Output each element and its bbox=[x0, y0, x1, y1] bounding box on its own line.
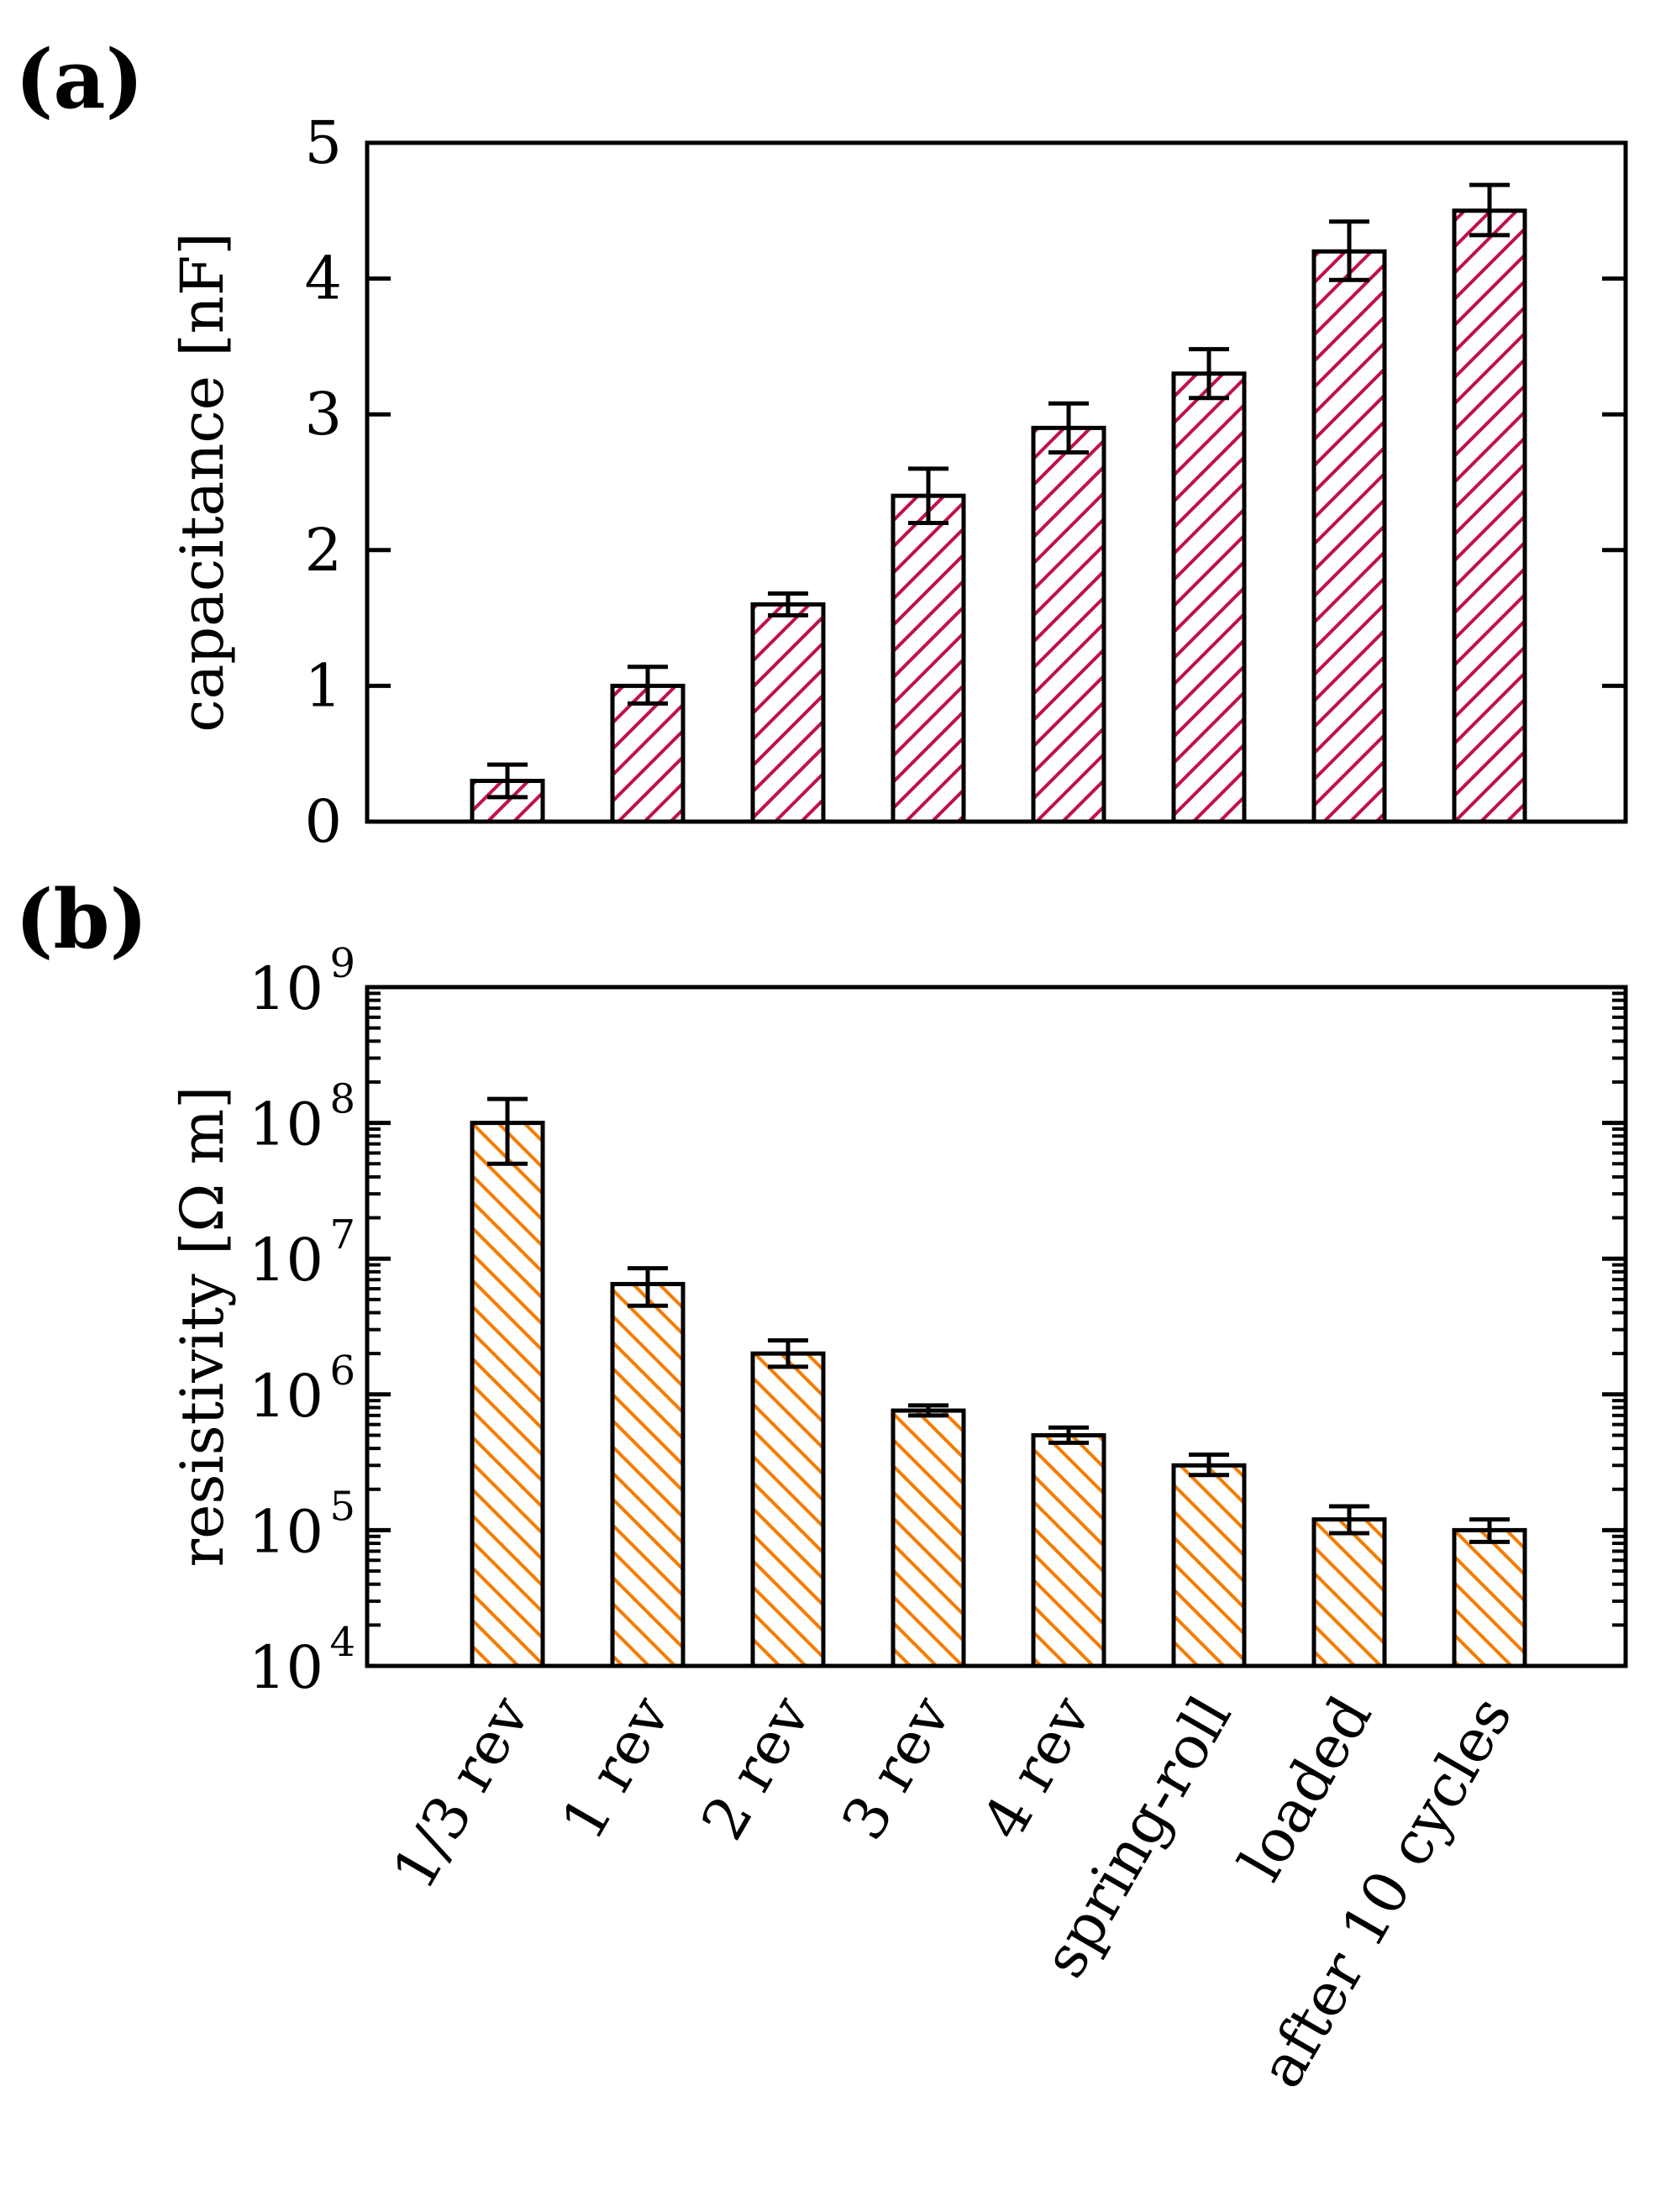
category-label-4: 4 rev bbox=[969, 1684, 1105, 1851]
error-bar-2 bbox=[768, 1337, 808, 1369]
error-bar-0 bbox=[487, 762, 528, 800]
bar-6 bbox=[1311, 249, 1387, 824]
category-labels: 1/3 rev 1 rev 2 rev 3 rev 4 revspring-rolllo… bbox=[379, 1684, 1526, 2099]
error-bar-5 bbox=[1189, 1453, 1229, 1478]
bar-1 bbox=[610, 1281, 686, 1668]
error-bar-1 bbox=[628, 665, 668, 706]
bar-2 bbox=[750, 1351, 826, 1668]
bar-6 bbox=[1311, 1517, 1387, 1668]
bar-7 bbox=[1452, 208, 1527, 824]
category-label-7: after 10 cycles bbox=[1247, 1685, 1526, 2099]
capacitance-chart: 0 1 2 3 4 5 capacitance [nF] bbox=[168, 108, 1628, 856]
panel-a-label: (a) bbox=[15, 32, 144, 127]
resistivity-y-axis-label: resistivity [Ω m] bbox=[168, 1086, 237, 1568]
y-tick-label-3: 3 bbox=[304, 380, 342, 449]
y-tick-label-1: 1 bbox=[304, 651, 342, 720]
category-label-2: 2 rev bbox=[688, 1684, 824, 1851]
bar-1 bbox=[610, 683, 686, 824]
y-tick-exponent-2: 6 bbox=[329, 1348, 355, 1395]
error-bar-1 bbox=[628, 1266, 668, 1308]
y-tick-exponent-1: 5 bbox=[329, 1483, 355, 1530]
y-tick-label-5: 5 bbox=[304, 108, 342, 177]
error-bar-5 bbox=[1189, 347, 1229, 401]
bar-7 bbox=[1452, 1527, 1527, 1668]
error-bar-6 bbox=[1329, 1504, 1369, 1536]
capacitance-y-ticks: 0 1 2 3 4 5 bbox=[304, 108, 1626, 856]
bar-0 bbox=[470, 1121, 545, 1668]
y-tick-label-5: 10 bbox=[249, 954, 323, 1023]
y-tick-exponent-4: 8 bbox=[329, 1076, 355, 1123]
y-tick-exponent-0: 4 bbox=[329, 1619, 355, 1666]
bar-3 bbox=[891, 493, 966, 824]
bar-5 bbox=[1171, 1463, 1247, 1668]
y-tick-exponent-3: 7 bbox=[329, 1211, 355, 1258]
error-bar-6 bbox=[1329, 219, 1369, 282]
y-tick-label-0: 0 bbox=[304, 787, 342, 856]
y-tick-label-4: 4 bbox=[304, 244, 342, 313]
category-label-1: 1 rev bbox=[548, 1684, 684, 1851]
capacitance-marks bbox=[470, 182, 1527, 824]
error-bar-7 bbox=[1469, 182, 1510, 238]
y-tick-label-2: 2 bbox=[304, 516, 342, 585]
y-tick-exponent-5: 9 bbox=[329, 940, 355, 987]
y-tick-label-1: 10 bbox=[249, 1497, 323, 1566]
y-tick-label-2: 10 bbox=[249, 1362, 323, 1431]
category-label-6: loaded bbox=[1226, 1685, 1385, 1893]
y-tick-label-0: 10 bbox=[249, 1633, 323, 1702]
category-label-3: 3 rev bbox=[828, 1684, 964, 1851]
error-bar-7 bbox=[1469, 1517, 1510, 1544]
error-bar-4 bbox=[1048, 1425, 1089, 1445]
error-bar-3 bbox=[908, 466, 948, 525]
y-tick-label-4: 10 bbox=[249, 1090, 323, 1159]
y-tick-label-3: 10 bbox=[249, 1226, 323, 1295]
bar-4 bbox=[1031, 1432, 1106, 1668]
capacitance-y-axis-label: capacitance [nF] bbox=[168, 232, 237, 732]
error-bar-2 bbox=[768, 591, 808, 617]
panel-b-label: (b) bbox=[15, 872, 148, 967]
error-bar-0 bbox=[487, 1096, 528, 1166]
capacitance-plot-frame bbox=[365, 140, 1628, 824]
bar-3 bbox=[891, 1408, 966, 1668]
resistivity-plot-frame bbox=[365, 985, 1628, 1668]
category-label-0: 1/3 rev bbox=[379, 1684, 544, 1900]
resistivity-marks bbox=[470, 1096, 1527, 1668]
error-bar-4 bbox=[1048, 401, 1089, 454]
bar-5 bbox=[1171, 371, 1247, 824]
bar-4 bbox=[1031, 425, 1106, 824]
bar-2 bbox=[750, 602, 826, 824]
error-bar-3 bbox=[908, 1403, 948, 1418]
